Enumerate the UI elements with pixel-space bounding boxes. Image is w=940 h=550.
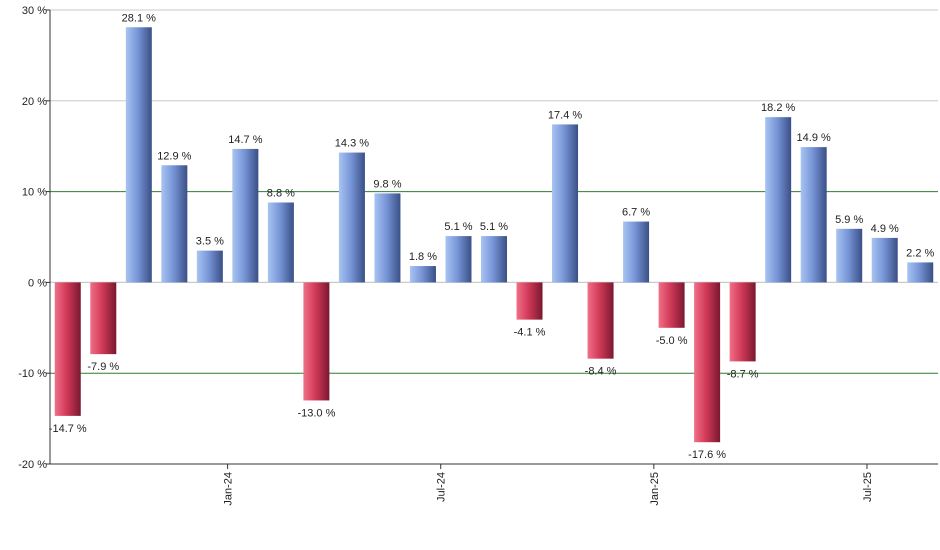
data-label: 1.8 % [409,251,437,263]
y-tick-label: -20 % [18,459,47,471]
x-tick-label: Jan-24 [223,472,235,506]
bar-positive [232,148,259,283]
bar-negative [90,282,117,355]
data-label: -8.4 % [585,366,617,378]
data-label: 14.3 % [335,138,369,150]
y-tick-label: 30 % [22,5,47,17]
data-label: -13.0 % [297,407,335,419]
data-label: -7.9 % [87,361,119,373]
data-label: 6.7 % [622,207,650,219]
data-label: 18.2 % [761,102,795,114]
bar-positive [836,228,863,283]
bar-negative [303,282,330,401]
x-tick-label: Jul-25 [862,472,874,502]
y-tick-label: 0 % [28,277,47,289]
bar-positive [267,202,294,283]
data-label: 9.8 % [373,178,401,190]
bar-positive [338,152,365,283]
data-label: 28.1 % [122,12,156,24]
x-tick-label: Jan-25 [649,472,661,506]
bar-negative [587,282,614,359]
bar-positive [871,237,898,283]
bar-positive [623,221,650,283]
data-label: 5.9 % [835,214,863,226]
bar-negative [54,282,81,416]
bar-positive [196,250,223,283]
bar-positive [374,193,401,283]
bar-positive [125,27,152,283]
y-tick-label: 10 % [22,187,47,199]
data-label: 8.8 % [267,187,295,199]
y-tick-label: -10 % [18,368,47,380]
data-label: 14.7 % [228,134,262,146]
bar-positive [907,262,934,283]
x-tick-label: Jul-24 [436,472,448,502]
bar-positive [409,266,436,283]
bars [54,27,934,443]
data-label: 5.1 % [480,221,508,233]
data-label: 3.5 % [196,236,224,248]
data-label: 5.1 % [444,221,472,233]
bar-negative [516,282,543,320]
data-label: -17.6 % [688,449,726,461]
data-label: 2.2 % [906,247,934,259]
axes: 30 % 20 % 10 % 0 % -10 % -20 % Jan-24 Jul-24 Jan… [18,5,938,506]
bar-positive [445,236,472,283]
data-label: 12.9 % [157,150,191,162]
bar-negative [658,282,685,328]
data-label: -14.7 % [49,423,87,435]
data-label: 17.4 % [548,109,582,121]
bar-positive [481,236,507,283]
bar-negative [729,282,756,362]
y-tick-label: 20 % [22,96,47,108]
bar-positive [800,147,827,283]
data-labels: -14.7 % -7.9 % 28.1 % 12.9 % 3.5 % 14.7 % 8.8 … [49,12,935,461]
data-label: 4.9 % [871,223,899,235]
data-label: -5.0 % [656,335,688,347]
data-label: -8.7 % [727,368,759,380]
bar-positive [552,124,579,283]
data-label: -4.1 % [514,327,546,339]
bar-positive [161,165,188,283]
data-label: 14.9 % [797,132,831,144]
bar-positive [765,117,792,283]
bar-negative [694,282,721,443]
